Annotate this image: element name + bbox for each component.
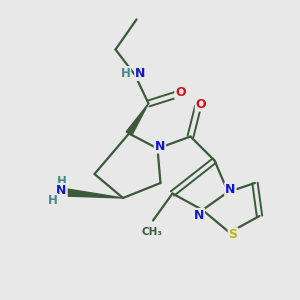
Text: O: O: [175, 85, 186, 99]
Text: N: N: [225, 183, 236, 196]
Text: CH₃: CH₃: [141, 227, 162, 237]
Text: N: N: [56, 184, 67, 197]
Text: H: H: [121, 67, 130, 80]
Text: H: H: [48, 194, 57, 207]
Text: O: O: [196, 98, 206, 111]
Polygon shape: [126, 103, 148, 135]
Text: N: N: [135, 67, 146, 80]
Polygon shape: [61, 188, 123, 198]
Text: H: H: [57, 175, 66, 188]
Text: N: N: [194, 209, 204, 222]
Text: N: N: [155, 140, 165, 153]
Text: S: S: [229, 228, 238, 242]
